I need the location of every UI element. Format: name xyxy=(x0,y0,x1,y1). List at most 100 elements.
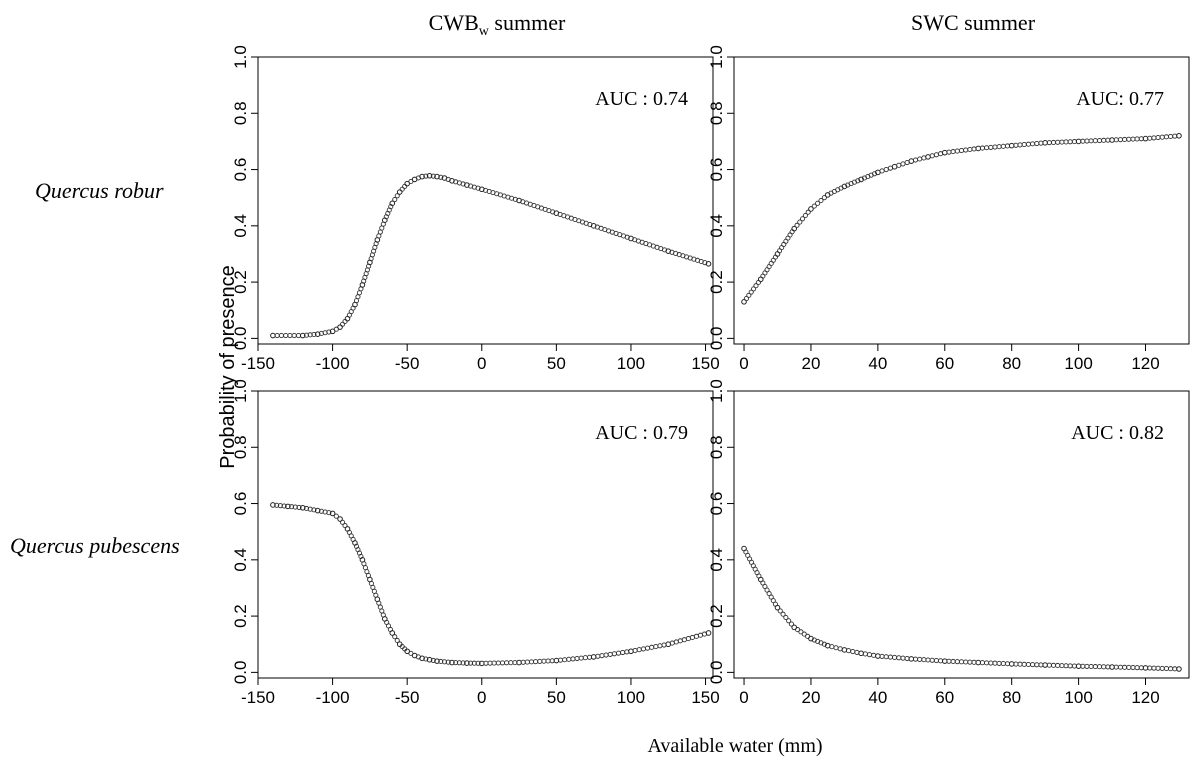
curve-marker xyxy=(291,333,297,339)
curve-marker xyxy=(1084,663,1090,669)
data-point xyxy=(590,654,597,660)
curve-marker xyxy=(423,656,429,662)
x-tick-label: 100 xyxy=(1064,688,1092,707)
curve-marker xyxy=(992,660,998,666)
data-point xyxy=(389,200,396,207)
x-tick-label: -100 xyxy=(316,688,350,707)
curve-marker xyxy=(963,147,969,153)
x-tick-label: -50 xyxy=(395,688,420,707)
curve-marker xyxy=(1067,663,1073,669)
curve-marker xyxy=(777,608,783,614)
data-point xyxy=(449,659,455,666)
curve-marker xyxy=(1122,136,1128,143)
x-tick-label: 60 xyxy=(935,354,954,373)
curve-marker xyxy=(657,643,663,649)
curve-marker xyxy=(1021,142,1027,148)
curve-marker xyxy=(582,655,588,661)
curve-marker xyxy=(1130,136,1136,142)
curve-marker xyxy=(929,153,935,159)
curve-marker xyxy=(871,171,878,177)
curve-marker xyxy=(607,651,613,657)
curve-marker xyxy=(278,333,284,339)
data-points xyxy=(741,545,1182,672)
curve-marker xyxy=(1117,664,1123,670)
data-point xyxy=(975,145,982,152)
curve-marker xyxy=(879,168,885,174)
data-point xyxy=(925,154,931,160)
curve-marker xyxy=(954,659,960,665)
curve-marker xyxy=(751,286,757,292)
curve-marker xyxy=(283,333,289,339)
x-tick-label: 40 xyxy=(868,354,887,373)
curve-marker xyxy=(866,652,873,658)
curve-marker xyxy=(801,631,807,637)
x-tick-label: 0 xyxy=(739,354,748,373)
curve-marker xyxy=(748,289,754,295)
curve-marker xyxy=(399,186,405,192)
y-tick-label: 0.2 xyxy=(231,604,250,628)
y-tick-label: 0.8 xyxy=(707,101,726,125)
curve-marker xyxy=(896,655,902,661)
curve-marker xyxy=(471,660,477,666)
curve-marker xyxy=(423,173,429,179)
data-point xyxy=(1042,140,1048,146)
curve-marker xyxy=(1017,661,1023,667)
data-point xyxy=(875,653,881,659)
data-point xyxy=(434,173,440,180)
curve-marker xyxy=(392,634,398,640)
y-tick-label: 1.0 xyxy=(707,45,726,69)
curve-marker xyxy=(933,658,939,664)
curve-marker xyxy=(1059,663,1065,669)
data-point xyxy=(299,504,306,511)
curve-marker xyxy=(1030,662,1036,668)
curve-marker xyxy=(829,644,835,650)
data-point xyxy=(774,251,781,257)
column-title-cwb-rest: summer xyxy=(489,10,566,35)
x-tick-label: 0 xyxy=(739,688,748,707)
curve-marker xyxy=(689,634,695,641)
curve-marker xyxy=(786,618,792,624)
data-point xyxy=(426,656,433,663)
data-point xyxy=(329,510,336,517)
curve-marker xyxy=(1017,142,1023,148)
data-point xyxy=(396,189,403,195)
curve-marker xyxy=(862,651,868,657)
curve-marker xyxy=(818,197,824,204)
y-tick-label: 0.8 xyxy=(231,101,250,125)
plot-frame xyxy=(257,56,714,345)
curve-marker xyxy=(603,652,609,658)
curve-marker xyxy=(1134,136,1140,142)
data-point xyxy=(337,516,343,522)
data-point xyxy=(299,332,306,339)
curve-marker xyxy=(326,510,332,516)
curve-marker xyxy=(1155,665,1161,671)
x-tick-label: 20 xyxy=(801,688,820,707)
data-point xyxy=(337,324,343,330)
data-point xyxy=(1109,664,1115,670)
x-tick-label: 80 xyxy=(1002,354,1021,373)
panel-robur-cwb: -150 -100 -50 0 50 100 150 0.0 0.2 0.4 0.6 0.8 1.0 AU… xyxy=(231,45,720,373)
curve-marker xyxy=(821,641,827,647)
data-point xyxy=(426,172,433,179)
y-tick-label: 0.0 xyxy=(231,327,250,351)
x-tick-label: 150 xyxy=(691,688,719,707)
curve-marker xyxy=(287,333,293,339)
data-point xyxy=(1042,662,1048,668)
column-title-cwb-main: CWB xyxy=(429,10,479,35)
plot-frame xyxy=(733,56,1190,345)
panel-robur-swc: 0 20 40 60 80 100 120 0.0 0.2 0.4 0.6 0.8 1.0 AUC: 0.… xyxy=(707,45,1190,373)
curve-marker xyxy=(780,611,786,617)
auc-annotation: AUC : 0.74 xyxy=(595,88,688,110)
x-tick-label: 100 xyxy=(617,354,645,373)
curve-marker xyxy=(887,654,893,660)
data-point xyxy=(1075,663,1082,669)
data-point xyxy=(419,173,425,180)
curve-marker xyxy=(1092,138,1098,144)
curve-marker xyxy=(311,507,317,513)
curve-marker xyxy=(1130,665,1136,671)
curve-marker xyxy=(430,657,436,663)
x-tick-label: 50 xyxy=(547,354,566,373)
curve-marker xyxy=(795,627,801,633)
data-point xyxy=(774,604,781,611)
